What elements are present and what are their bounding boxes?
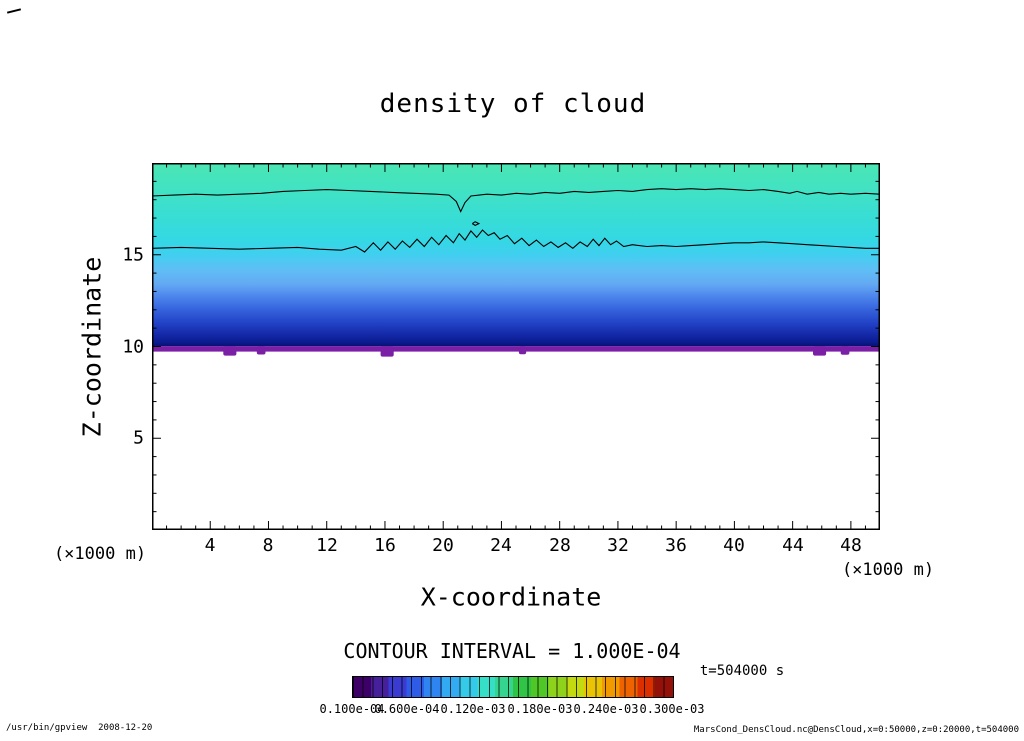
x-tick-label: 48 (840, 535, 862, 556)
x-tick-label: 44 (782, 535, 804, 556)
axis-unit-left: (×1000 m) (53, 544, 147, 564)
colorbar-cell-separators (353, 677, 673, 697)
colorbar (352, 676, 674, 698)
cloud-base-blob (840, 346, 850, 355)
colorbar-tick-label: 0.240e-03 (573, 702, 639, 716)
contour-line-upper (152, 188, 880, 213)
cloud-base-blob (518, 346, 527, 355)
contour-line-closed-small (471, 221, 481, 227)
x-tick-label: 16 (374, 535, 396, 556)
x-tick-label: 20 (432, 535, 454, 556)
plot-frame (152, 163, 880, 530)
cloud-base-blob (256, 346, 266, 355)
footer-command: /usr/bin/gpview 2008-12-20 (6, 723, 153, 733)
footer-source: MarsCond_DensCloud.nc@DensCloud,x=0:5000… (693, 725, 1019, 735)
x-tick-label: 4 (204, 535, 216, 556)
contour-interval-text: CONTOUR INTERVAL = 1.000E-04 (343, 639, 681, 663)
x-axis-label: X-coordinate (420, 582, 602, 612)
y-tick-label: 5 (133, 427, 144, 449)
colorbar-tick-label: 0.100e-04 (319, 702, 385, 716)
axis-unit-right: (×1000 m) (841, 560, 935, 580)
time-label: t=504000 s (699, 663, 785, 679)
colorbar-tick-label: 0.180e-03 (507, 702, 573, 716)
x-tick-label: 36 (665, 535, 687, 556)
plot-area (152, 163, 880, 530)
x-tick-label: 28 (549, 535, 571, 556)
colorbar-tick-label: 0.300e-03 (639, 702, 705, 716)
cloud-base-blob (380, 346, 394, 357)
corner-mark (6, 8, 22, 14)
y-tick-label: 15 (122, 244, 144, 266)
y-axis-label: Z-coordinate (77, 256, 107, 438)
y-tick-label: 10 (122, 336, 144, 358)
cloud-base-blob (223, 346, 237, 356)
x-tick-label: 40 (723, 535, 745, 556)
cloud-base-band (152, 346, 880, 352)
contour-line-middle (152, 229, 880, 253)
x-tick-label: 12 (316, 535, 338, 556)
cloud-base-blob (813, 346, 827, 356)
x-tick-label: 24 (490, 535, 512, 556)
x-tick-label: 8 (262, 535, 274, 556)
colorbar-tick-label: 0.600e-04 (374, 702, 440, 716)
colorbar-tick-label: 0.120e-03 (440, 702, 506, 716)
plot-title: density of cloud (379, 89, 647, 119)
x-tick-label: 32 (607, 535, 629, 556)
